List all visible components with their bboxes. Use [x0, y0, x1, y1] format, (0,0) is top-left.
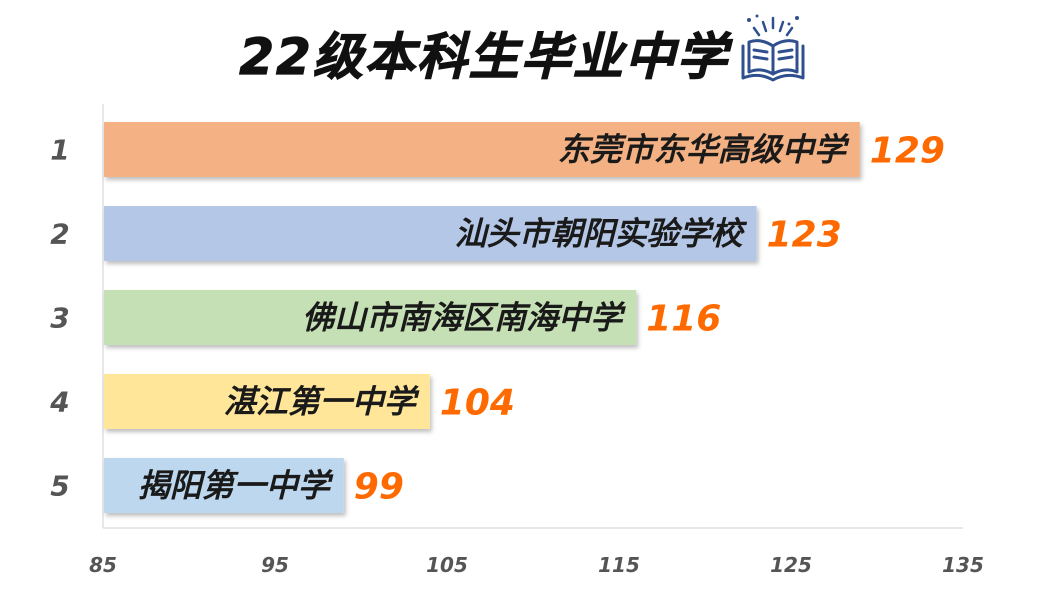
bar-2 — [104, 206, 757, 261]
bar-category-label: 佛山市南海区南海中学 — [302, 299, 626, 337]
rank-label: 4 — [49, 386, 69, 419]
chart-title: 22级本科生毕业中学 — [239, 27, 729, 86]
bar-value-label: 129 — [870, 131, 945, 172]
bar-value-label: 104 — [440, 383, 515, 424]
rank-label: 2 — [50, 218, 69, 251]
rank-label: 3 — [50, 302, 69, 335]
bar-1 — [104, 122, 860, 177]
bar-4 — [104, 374, 430, 429]
x-tick-label: 135 — [942, 553, 984, 577]
x-tick-label: 105 — [426, 553, 468, 577]
x-tick-labels: 85 95 105 115 125 135 — [89, 553, 984, 577]
rank-label: 5 — [50, 470, 69, 503]
bar-5 — [104, 458, 344, 513]
rank-labels: 1 2 3 4 5 — [49, 134, 69, 503]
bar-category-label: 汕头市朝阳实验学校 — [455, 215, 748, 253]
bar-value-label: 116 — [646, 299, 721, 340]
title-row: 22级本科生毕业中学 — [0, 14, 1050, 92]
x-tick-label: 125 — [770, 553, 812, 577]
bar-category-label: 东莞市东华高级中学 — [558, 131, 850, 169]
bar-3 — [104, 290, 637, 345]
bar-value-label: 99 — [354, 467, 404, 508]
x-tick-label: 95 — [261, 553, 289, 577]
chart-axes — [102, 104, 963, 529]
x-tick-label: 115 — [598, 553, 640, 577]
open-book-icon — [741, 14, 805, 82]
bar-category-label: 湛江第一中学 — [224, 383, 420, 421]
rank-label: 1 — [50, 134, 69, 167]
chart-bars: 东莞市东华高级中学 129 汕头市朝阳实验学校 123 佛山市南海区南海中学 116 湛江第… — [104, 122, 945, 513]
bar-value-label: 123 — [767, 215, 842, 256]
bar-category-label: 揭阳第一中学 — [138, 467, 334, 505]
x-tick-label: 85 — [89, 553, 117, 577]
